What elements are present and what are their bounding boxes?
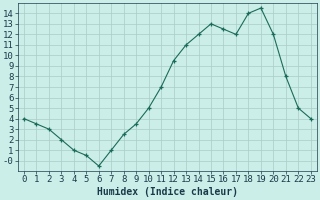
X-axis label: Humidex (Indice chaleur): Humidex (Indice chaleur)	[97, 187, 238, 197]
